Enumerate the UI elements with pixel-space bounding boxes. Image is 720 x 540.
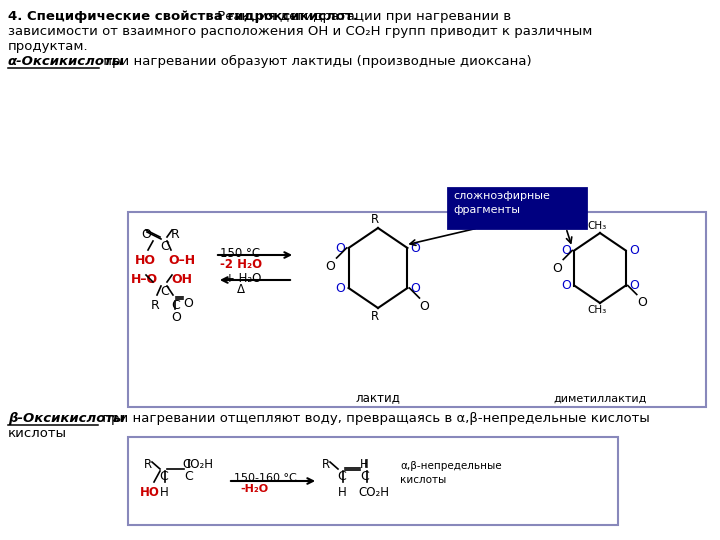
Text: + H₂O: + H₂O [225, 272, 261, 285]
Bar [128, 212, 706, 407]
Text: C: C [159, 470, 168, 483]
Text: O: O [562, 279, 571, 292]
Text: H: H [360, 458, 369, 471]
Text: O: O [336, 281, 346, 294]
Text: O: O [171, 311, 181, 324]
Text: CO₂H: CO₂H [358, 486, 389, 499]
Text: 150 °C: 150 °C [220, 247, 260, 260]
Text: O: O [410, 241, 420, 254]
Text: CH₃: CH₃ [588, 221, 607, 231]
Text: O: O [336, 241, 346, 254]
Text: O: O [141, 228, 151, 241]
Text: Реакция дегидратации при нагревании в: Реакция дегидратации при нагревании в [213, 10, 511, 23]
Text: Δ: Δ [237, 283, 245, 296]
Text: α,β-непредельные
кислоты: α,β-непредельные кислоты [400, 461, 502, 484]
Text: OH: OH [171, 273, 192, 286]
Text: O: O [562, 244, 571, 257]
Text: O: O [420, 300, 429, 313]
Text: R: R [322, 458, 330, 471]
Text: -H₂O: -H₂O [240, 484, 268, 494]
Text: C: C [171, 299, 180, 312]
Text: лактид: лактид [356, 391, 400, 404]
Text: C: C [360, 470, 369, 483]
Text: C: C [160, 240, 168, 253]
Bar [448, 188, 586, 228]
Text: HO: HO [135, 254, 156, 267]
Text: при нагревании отщепляют воду, превращаясь в α,β-непредельные кислоты: при нагревании отщепляют воду, превращая… [98, 412, 649, 425]
Text: HO: HO [140, 486, 160, 499]
Text: O: O [552, 261, 562, 274]
Text: C: C [160, 285, 168, 298]
Text: α-Оксикислоты: α-Оксикислоты [8, 55, 125, 68]
Text: 150-160 °C: 150-160 °C [234, 473, 297, 483]
Text: O–H: O–H [168, 254, 195, 267]
Text: O: O [410, 281, 420, 294]
Text: R: R [371, 213, 379, 226]
Text: кислоты: кислоты [8, 427, 67, 440]
Text: R: R [171, 228, 180, 241]
Text: H: H [160, 486, 168, 499]
Text: CH₃: CH₃ [588, 305, 607, 315]
Text: при нагревании образуют лактиды (производные диоксана): при нагревании образуют лактиды (произво… [99, 55, 531, 68]
Text: диметиллактид: диметиллактид [553, 394, 647, 404]
Text: продуктам.: продуктам. [8, 40, 89, 53]
Text: CO₂H: CO₂H [182, 458, 213, 471]
Text: O: O [183, 297, 193, 310]
Text: H–O: H–O [131, 273, 158, 286]
Text: -2 H₂O: -2 H₂O [220, 258, 262, 271]
Text: H: H [338, 486, 347, 499]
Text: O: O [629, 244, 639, 257]
Text: R: R [371, 310, 379, 323]
Text: O: O [325, 260, 336, 273]
Bar [128, 437, 618, 525]
Text: C: C [184, 470, 193, 483]
Text: зависимости от взаимного расположения ОН и СО₂Н групп приводит к различным: зависимости от взаимного расположения ОН… [8, 25, 593, 38]
Text: R: R [144, 458, 152, 471]
Text: R: R [151, 299, 160, 312]
Text: 4. Специфические свойства гидроксикислот.: 4. Специфические свойства гидроксикислот… [8, 10, 358, 23]
Text: C: C [337, 470, 346, 483]
Text: сложноэфирные
фрагменты: сложноэфирные фрагменты [453, 191, 550, 215]
Text: O: O [629, 279, 639, 292]
Text: β-Оксикислоты: β-Оксикислоты [8, 412, 125, 425]
Text: O: O [636, 296, 647, 309]
